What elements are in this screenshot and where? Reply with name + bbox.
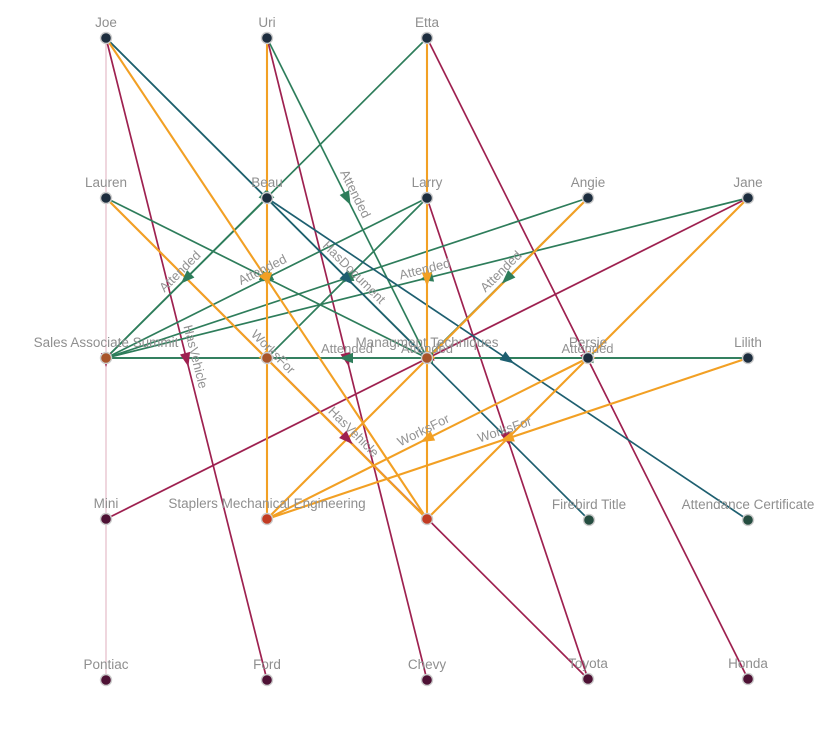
graph-node-lauren[interactable] bbox=[99, 191, 113, 205]
node-label-lauren: Lauren bbox=[85, 175, 127, 190]
arrowhead-angie-mt bbox=[501, 270, 516, 284]
edge-label-angie-mt: Attended bbox=[477, 248, 525, 295]
node-label-etta: Etta bbox=[415, 15, 440, 30]
node-label-mt: Managment Techniques bbox=[355, 335, 498, 350]
node-label-ac: Attendance Certificate bbox=[682, 497, 815, 512]
arrowhead-uri-staplers bbox=[261, 272, 273, 287]
arrowhead-joe-ford bbox=[179, 351, 191, 367]
node-label-sas: Sales Associate Summit bbox=[34, 335, 179, 350]
node-label-pontiac: Pontiac bbox=[83, 657, 128, 672]
arrowhead-etta-cox bbox=[421, 272, 433, 287]
graph-node-etta[interactable] bbox=[420, 31, 434, 45]
graph-node-ford[interactable] bbox=[260, 673, 274, 687]
node-label-larry: Larry bbox=[412, 175, 443, 190]
edge-label-larry-sas: Attended bbox=[236, 251, 289, 288]
arrowhead-joe-firebird bbox=[339, 271, 354, 285]
node-label-joe: Joe bbox=[95, 15, 117, 30]
node-label-toyota: Toyota bbox=[568, 656, 608, 671]
edge-label-lilith-mt: Attended bbox=[561, 341, 613, 356]
graph-node-toyota[interactable] bbox=[581, 672, 595, 686]
node-label-firebird: Firebird Title bbox=[552, 497, 626, 512]
graph-node-persie[interactable] bbox=[581, 351, 595, 365]
node-label-staplers: Staplers Mechanical Engineering bbox=[168, 496, 365, 511]
arrowhead-beau-sas bbox=[180, 270, 195, 284]
graph-node-larry[interactable] bbox=[420, 191, 434, 205]
graph-node-angie[interactable] bbox=[581, 191, 595, 205]
arrowhead-persie-sas bbox=[339, 352, 353, 364]
graph-node-staplers[interactable] bbox=[260, 512, 274, 526]
graph-node-joe[interactable] bbox=[99, 31, 113, 45]
node-label-jane: Jane bbox=[733, 175, 762, 190]
graph-node-lilith[interactable] bbox=[741, 351, 755, 365]
graph-node-mt[interactable] bbox=[420, 351, 434, 365]
graph-node-mini[interactable] bbox=[99, 512, 113, 526]
arrowhead-lauren-toyota bbox=[339, 430, 353, 445]
graph-node-chevy[interactable] bbox=[420, 673, 434, 687]
node-label-ford: Ford bbox=[253, 657, 281, 672]
node-label-mini: Mini bbox=[94, 496, 119, 511]
arrowhead-beau-ac bbox=[499, 351, 515, 364]
graph-node-eventx[interactable] bbox=[260, 351, 274, 365]
arrowhead-lilith-staplers bbox=[499, 431, 515, 442]
graph-node-firebird[interactable] bbox=[582, 513, 596, 527]
edge-label-persie-sas: Attended bbox=[321, 341, 373, 356]
graph-node-cox[interactable] bbox=[420, 512, 434, 526]
node-label-beau: Beau bbox=[251, 175, 283, 190]
edge-label-lilith-sas: Attended bbox=[401, 341, 453, 356]
node-label-angie: Angie bbox=[571, 175, 606, 190]
arrowhead-persie-staplers bbox=[420, 431, 436, 443]
graph-node-beau[interactable] bbox=[260, 191, 274, 205]
node-label-honda: Honda bbox=[728, 656, 768, 671]
graph-node-sas[interactable] bbox=[99, 351, 113, 365]
graph-node-honda[interactable] bbox=[741, 672, 755, 686]
graph-node-uri[interactable] bbox=[260, 31, 274, 45]
arrowhead-uri-mt bbox=[339, 190, 351, 206]
node-label-persie: Persie bbox=[569, 335, 607, 350]
node-label-lilith: Lilith bbox=[734, 335, 762, 350]
graph-node-ac[interactable] bbox=[741, 513, 755, 527]
node-label-uri: Uri bbox=[258, 15, 275, 30]
graph-node-pontiac[interactable] bbox=[99, 673, 113, 687]
graph-node-jane[interactable] bbox=[741, 191, 755, 205]
node-label-chevy: Chevy bbox=[408, 657, 447, 672]
